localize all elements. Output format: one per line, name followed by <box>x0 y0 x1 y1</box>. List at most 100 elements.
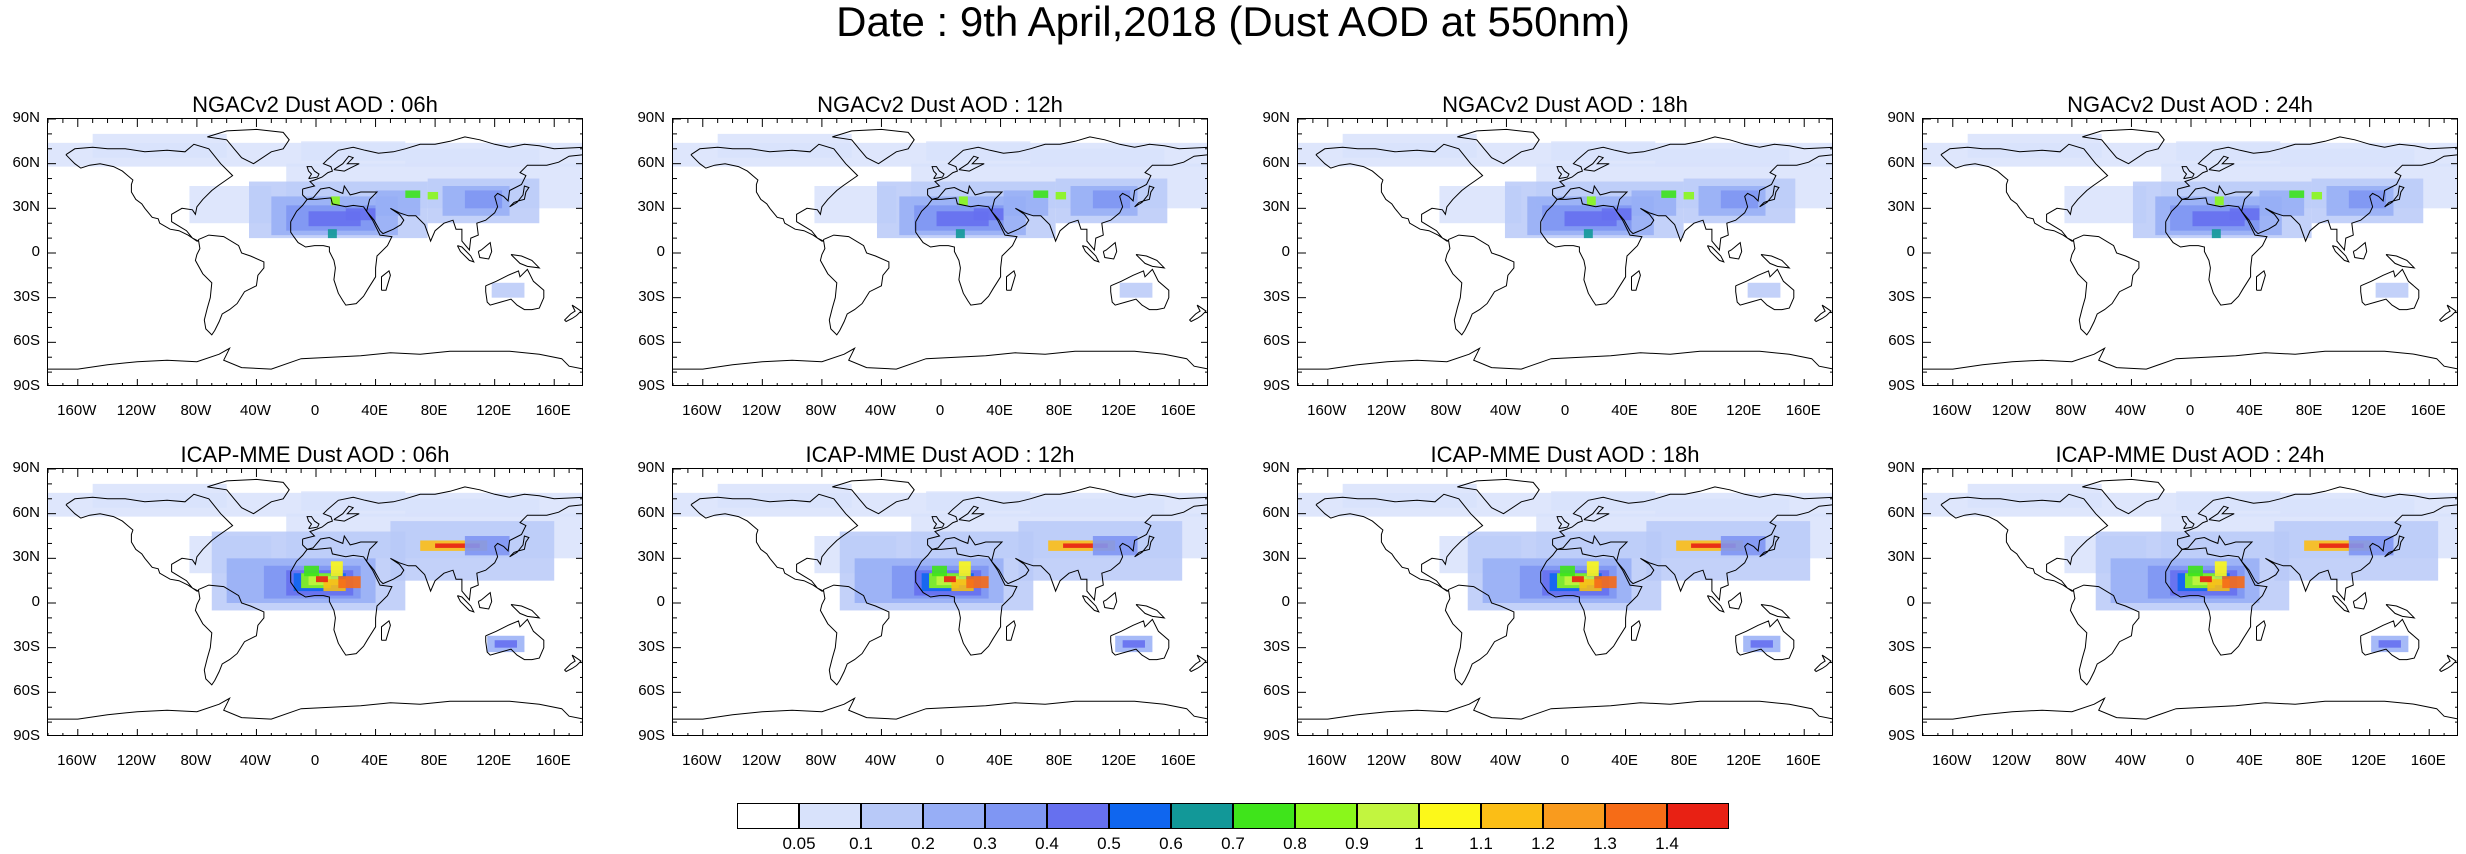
latitude-label: 30N <box>12 548 40 566</box>
coastline <box>2360 268 2420 311</box>
longitude-label: 80W <box>2055 402 2087 419</box>
coastline <box>456 245 475 263</box>
longitude-label: 80E <box>420 752 448 769</box>
map-panel: ICAP-MME Dust AOD : 24h 90N 60N 30N 0 30S 60S 9… <box>1875 442 2466 792</box>
latitude-label: 0 <box>1906 593 1915 610</box>
longitude-label: 160W <box>1932 402 1972 419</box>
map-panel: NGACv2 Dust AOD : 24h 90N 60N 30N 0 30S 60S 90S… <box>1875 92 2466 442</box>
longitude-label: 160W <box>682 752 722 769</box>
coastline <box>819 234 890 336</box>
coastline <box>819 584 890 686</box>
dust-aod-patch <box>1122 640 1145 648</box>
longitude-label: 0 <box>310 402 320 419</box>
latitude-label: 0 <box>1281 243 1290 260</box>
coastline <box>1552 486 1832 602</box>
coastline <box>333 155 360 172</box>
coastline <box>1006 270 1016 291</box>
latitude-label: 0 <box>656 593 665 610</box>
colorbar-label: 0.1 <box>849 834 873 853</box>
longitude-label: 80W <box>1430 752 1462 769</box>
coastline <box>832 128 915 165</box>
dust-aod-patch <box>1661 190 1677 198</box>
coastline <box>1110 618 1170 661</box>
latitude-label: 0 <box>1906 243 1915 260</box>
longitude-label: 40E <box>986 752 1013 769</box>
coastline <box>1298 697 1832 720</box>
coastline <box>1727 241 1743 260</box>
dust-aod-patch <box>926 141 1031 161</box>
coastline <box>48 347 582 370</box>
coastline <box>2438 654 2457 673</box>
latitude-label: 90S <box>1263 377 1290 394</box>
dust-aod-map <box>673 469 1207 735</box>
dust-aod-patch <box>435 543 480 548</box>
dust-aod-patch <box>1594 576 1617 589</box>
colorbar-label: 0.5 <box>1097 834 1121 853</box>
dust-aod-patch <box>405 148 540 167</box>
coastline <box>2165 547 2268 656</box>
longitude-label: 120E <box>476 752 512 769</box>
coastline <box>290 197 393 306</box>
longitude-label: 120W <box>741 752 781 769</box>
colorbar-swatch <box>1233 803 1295 829</box>
coastline <box>1631 620 1641 641</box>
coastline <box>2438 304 2457 323</box>
dust-aod-patch <box>92 133 227 158</box>
longitude-label: 80W <box>805 752 837 769</box>
latitude-label: 30S <box>1263 637 1290 655</box>
coastline <box>306 516 320 530</box>
latitude-label: 60N <box>12 153 40 171</box>
dust-aod-patch <box>491 282 525 298</box>
longitude-label: 0 <box>935 402 945 419</box>
dust-aod-patch <box>958 196 968 206</box>
world-map <box>47 118 583 386</box>
dust-aod-patch <box>951 579 974 592</box>
longitude-label: 120W <box>1366 402 1406 419</box>
latitude-label: 90S <box>1888 727 1915 744</box>
dust-aod-map <box>1298 119 1832 385</box>
coastline <box>1102 241 1118 260</box>
longitude-label: 40E <box>2236 402 2263 419</box>
colorbar-label: 0.8 <box>1283 834 1307 853</box>
longitude-label: 40W <box>2115 402 2146 419</box>
coastline <box>1940 143 2109 242</box>
coastline <box>1134 535 1155 558</box>
colorbar-swatch <box>1171 803 1233 829</box>
coastline <box>477 591 493 610</box>
latitude-label: 60S <box>1263 332 1290 350</box>
longitude-label: 80E <box>1670 402 1698 419</box>
coastline <box>1444 234 1515 336</box>
coastline <box>1552 136 1832 252</box>
dust-aod-patch <box>345 208 376 221</box>
latitude-label: 30S <box>638 637 665 655</box>
map-panel: NGACv2 Dust AOD : 18h 90N 60N 30N 0 30S 60S 90S… <box>1250 92 1870 442</box>
coastline <box>1298 347 1832 370</box>
latitude-label: 60S <box>13 682 40 700</box>
world-map <box>1922 468 2458 736</box>
coastline <box>2256 620 2266 641</box>
dust-aod-patch <box>2207 579 2230 592</box>
coastline <box>832 478 915 515</box>
coastline <box>931 166 945 180</box>
longitude-label: 40E <box>986 402 1013 419</box>
coastline <box>381 620 391 641</box>
panel-title: NGACv2 Dust AOD : 06h <box>192 92 438 117</box>
latitude-label: 90N <box>637 109 665 126</box>
coastline <box>1006 620 1016 641</box>
dust-aod-patch <box>717 483 852 508</box>
map-panel: ICAP-MME Dust AOD : 18h 90N 60N 30N 0 30S 60S 9… <box>1250 442 1870 792</box>
coastline <box>2384 535 2405 558</box>
dust-aod-patch <box>1560 565 1575 577</box>
coastline <box>477 241 493 260</box>
longitude-label: 120W <box>1991 402 2031 419</box>
coastline <box>1631 270 1641 291</box>
longitude-label: 40W <box>865 402 896 419</box>
latitude-label: 30S <box>13 637 40 655</box>
longitude-label: 80W <box>2055 752 2087 769</box>
dust-aod-patch <box>1601 208 1632 221</box>
coastline <box>1556 516 1570 530</box>
coastline <box>485 268 545 311</box>
latitude-label: 0 <box>31 243 40 260</box>
world-map <box>1297 118 1833 386</box>
longitude-label: 160E <box>1160 402 1196 419</box>
